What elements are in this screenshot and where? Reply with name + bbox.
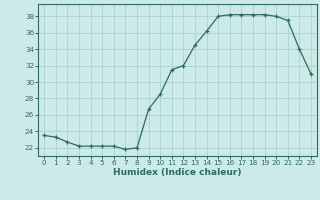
X-axis label: Humidex (Indice chaleur): Humidex (Indice chaleur) <box>113 168 242 177</box>
